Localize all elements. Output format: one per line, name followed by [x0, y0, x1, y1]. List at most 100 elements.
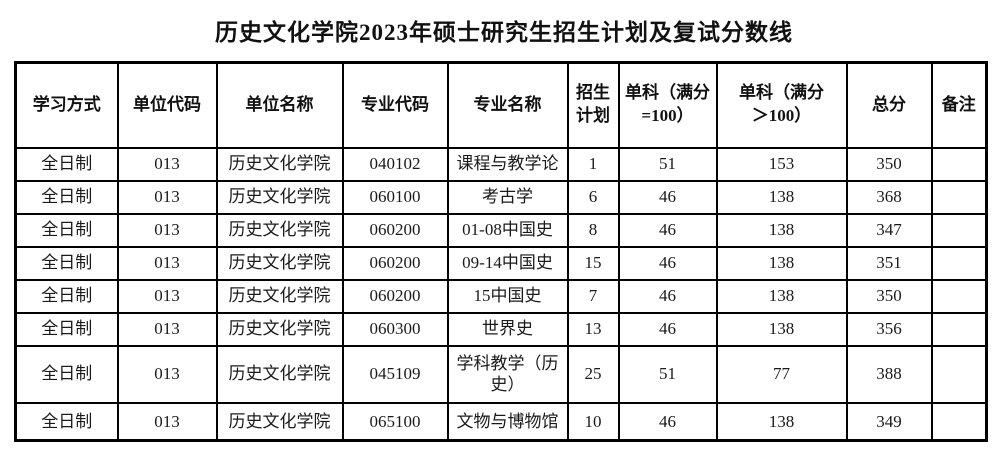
cell-remarks [930, 245, 988, 281]
column-header-unit-code: 单位代码 [116, 61, 218, 149]
cell-total-score: 351 [845, 245, 933, 281]
cell-unit-name: 历史文化学院 [215, 146, 344, 182]
cell-single-subject-eq100: 46 [617, 245, 718, 281]
cell-study-mode: 全日制 [14, 344, 119, 404]
table-body: 全日制 013 历史文化学院 040102 课程与教学论 1 51 153 350 全日制 013 历… [14, 146, 988, 442]
cell-unit-name: 历史文化学院 [215, 401, 344, 442]
cell-unit-code: 013 [116, 401, 218, 442]
admissions-table: 学习方式 单位代码 单位名称 专业代码 专业名称 招生 计划 单科（满分 =100） 单科（满… [14, 61, 988, 442]
cell-unit-code: 013 [116, 245, 218, 281]
page-title: 历史文化学院2023年硕士研究生招生计划及复试分数线 [215, 20, 793, 45]
column-header-major-name: 专业名称 [446, 61, 569, 149]
cell-unit-name: 历史文化学院 [215, 278, 344, 314]
header-row: 学习方式 单位代码 单位名称 专业代码 专业名称 招生 计划 单科（满分 =100） 单科（满… [14, 61, 988, 149]
cell-study-mode: 全日制 [14, 212, 119, 248]
cell-total-score: 368 [845, 179, 933, 215]
cell-unit-code: 013 [116, 146, 218, 182]
cell-enrollment-plan: 7 [566, 278, 620, 314]
column-header-single-subject-eq100: 单科（满分 =100） [617, 61, 718, 149]
column-header-single-subject-gt100: 单科（满分 ＞100） [715, 61, 848, 149]
cell-study-mode: 全日制 [14, 401, 119, 442]
cell-single-subject-gt100: 138 [715, 278, 848, 314]
cell-remarks [930, 212, 988, 248]
table-row: 全日制 013 历史文化学院 060200 09-14中国史 15 46 138 351 [14, 245, 988, 281]
cell-unit-code: 013 [116, 278, 218, 314]
cell-enrollment-plan: 25 [566, 344, 620, 404]
cell-study-mode: 全日制 [14, 179, 119, 215]
cell-single-subject-eq100: 46 [617, 179, 718, 215]
column-header-total-score: 总分 [845, 61, 933, 149]
cell-enrollment-plan: 1 [566, 146, 620, 182]
cell-remarks [930, 344, 988, 404]
cell-major-name: 学科教学（历史） [446, 344, 569, 404]
cell-enrollment-plan: 6 [566, 179, 620, 215]
cell-single-subject-gt100: 138 [715, 401, 848, 442]
cell-total-score: 388 [845, 344, 933, 404]
cell-single-subject-eq100: 51 [617, 344, 718, 404]
cell-remarks [930, 401, 988, 442]
cell-major-name: 09-14中国史 [446, 245, 569, 281]
cell-unit-name: 历史文化学院 [215, 212, 344, 248]
cell-study-mode: 全日制 [14, 278, 119, 314]
cell-total-score: 350 [845, 146, 933, 182]
cell-study-mode: 全日制 [14, 146, 119, 182]
table-row: 全日制 013 历史文化学院 060200 15中国史 7 46 138 350 [14, 278, 988, 314]
cell-major-name: 课程与教学论 [446, 146, 569, 182]
cell-single-subject-eq100: 46 [617, 401, 718, 442]
table-row: 全日制 013 历史文化学院 060200 01-08中国史 8 46 138 347 [14, 212, 988, 248]
cell-single-subject-gt100: 153 [715, 146, 848, 182]
cell-major-code: 040102 [341, 146, 449, 182]
table-row: 全日制 013 历史文化学院 060100 考古学 6 46 138 368 [14, 179, 988, 215]
column-header-remarks: 备注 [930, 61, 988, 149]
cell-single-subject-gt100: 138 [715, 179, 848, 215]
cell-major-code: 060200 [341, 245, 449, 281]
table-row: 全日制 013 历史文化学院 065100 文物与博物馆 10 46 138 349 [14, 401, 988, 442]
column-header-study-mode: 学习方式 [14, 61, 119, 149]
column-header-unit-name: 单位名称 [215, 61, 344, 149]
cell-major-name: 15中国史 [446, 278, 569, 314]
cell-major-name: 文物与博物馆 [446, 401, 569, 442]
cell-total-score: 350 [845, 278, 933, 314]
cell-major-code: 045109 [341, 344, 449, 404]
cell-major-name: 世界史 [446, 311, 569, 347]
cell-remarks [930, 278, 988, 314]
column-header-major-code: 专业代码 [341, 61, 449, 149]
cell-major-code: 060200 [341, 278, 449, 314]
cell-major-name: 考古学 [446, 179, 569, 215]
cell-enrollment-plan: 10 [566, 401, 620, 442]
cell-unit-name: 历史文化学院 [215, 344, 344, 404]
cell-unit-code: 013 [116, 179, 218, 215]
cell-enrollment-plan: 15 [566, 245, 620, 281]
cell-single-subject-eq100: 46 [617, 311, 718, 347]
cell-single-subject-eq100: 51 [617, 146, 718, 182]
cell-total-score: 356 [845, 311, 933, 347]
cell-single-subject-eq100: 46 [617, 212, 718, 248]
cell-study-mode: 全日制 [14, 245, 119, 281]
cell-single-subject-gt100: 138 [715, 212, 848, 248]
table-row: 全日制 013 历史文化学院 040102 课程与教学论 1 51 153 350 [14, 146, 988, 182]
cell-enrollment-plan: 8 [566, 212, 620, 248]
cell-single-subject-eq100: 46 [617, 278, 718, 314]
page: 历史文化学院2023年硕士研究生招生计划及复试分数线 学习方式 单位代码 单位名称专… [14, 20, 988, 442]
cell-total-score: 347 [845, 212, 933, 248]
cell-major-name: 01-08中国史 [446, 212, 569, 248]
cell-total-score: 349 [845, 401, 933, 442]
table-row: 全日制 013 历史文化学院 060300 世界史 13 46 138 356 [14, 311, 988, 347]
cell-single-subject-gt100: 138 [715, 245, 848, 281]
cell-single-subject-gt100: 138 [715, 311, 848, 347]
column-header-enrollment-plan: 招生 计划 [566, 61, 620, 149]
cell-unit-name: 历史文化学院 [215, 311, 344, 347]
cell-unit-name: 历史文化学院 [215, 179, 344, 215]
cell-major-code: 065100 [341, 401, 449, 442]
cell-major-code: 060300 [341, 311, 449, 347]
cell-study-mode: 全日制 [14, 311, 119, 347]
cell-major-code: 060200 [341, 212, 449, 248]
cell-enrollment-plan: 13 [566, 311, 620, 347]
cell-unit-code: 013 [116, 344, 218, 404]
cell-unit-code: 013 [116, 311, 218, 347]
cell-single-subject-gt100: 77 [715, 344, 848, 404]
cell-remarks [930, 179, 988, 215]
cell-major-code: 060100 [341, 179, 449, 215]
cell-remarks [930, 146, 988, 182]
cell-remarks [930, 311, 988, 347]
